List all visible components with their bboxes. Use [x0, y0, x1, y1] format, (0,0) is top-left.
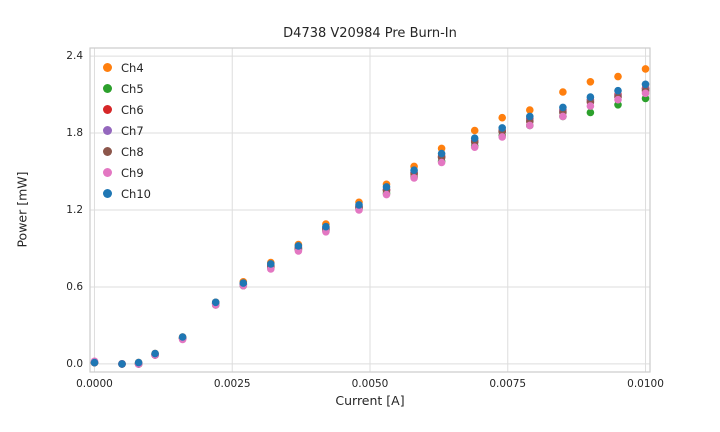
data-point-ch10 [294, 242, 303, 250]
legend-label: Ch10 [121, 186, 151, 201]
data-point-ch10 [410, 166, 418, 174]
data-point-ch4 [614, 72, 622, 81]
y-tick-label: 2.4 [66, 50, 83, 63]
data-point-ch9 [470, 143, 479, 151]
data-point-ch4 [498, 113, 507, 122]
data-point-ch9 [410, 174, 418, 182]
legend-marker-icon [103, 168, 112, 177]
legend-marker-icon [103, 126, 112, 135]
y-tick-label: 1.8 [66, 127, 83, 140]
x-tick-label: 0.0000 [76, 378, 113, 390]
legend-item-ch5: Ch5 [97, 78, 151, 99]
legend-item-ch7: Ch7 [97, 120, 151, 141]
data-point-ch10 [322, 222, 330, 231]
legend-label: Ch8 [121, 144, 144, 159]
x-tick-label: 0.0075 [489, 378, 527, 390]
x-axis-label: Current [A] [335, 393, 405, 408]
data-point-ch10 [134, 358, 143, 367]
legend-item-ch4: Ch4 [97, 57, 151, 78]
legend-label: Ch5 [121, 81, 144, 96]
data-point-ch10 [90, 358, 99, 367]
legend-label: Ch7 [121, 123, 144, 138]
data-point-ch10 [267, 260, 275, 268]
data-point-ch9 [498, 133, 507, 141]
legend-marker-icon [103, 105, 112, 114]
y-tick-label: 0.0 [66, 357, 83, 370]
data-point-ch10 [239, 279, 248, 287]
data-point-ch10 [151, 349, 159, 358]
data-point-ch9 [559, 112, 567, 121]
data-point-ch9 [437, 158, 446, 167]
data-point-ch10 [559, 103, 567, 112]
data-point-ch10 [437, 149, 446, 158]
legend-marker-icon [103, 63, 112, 72]
data-point-ch10 [118, 360, 126, 368]
data-point-ch10 [355, 201, 363, 209]
legend-marker-icon [103, 189, 112, 198]
data-point-ch4 [559, 88, 567, 96]
data-point-ch10 [586, 93, 595, 101]
y-tick-label: 1.2 [66, 204, 83, 216]
legend-item-ch8: Ch8 [97, 141, 151, 162]
data-point-ch9 [526, 121, 534, 130]
legend-label: Ch6 [121, 102, 144, 117]
legend-marker-icon [103, 84, 112, 93]
data-point-ch10 [178, 333, 187, 341]
data-point-ch9 [641, 89, 650, 98]
data-point-ch4 [641, 65, 650, 73]
data-point-ch4 [437, 144, 446, 153]
y-tick-label: 0.6 [66, 280, 83, 293]
data-point-ch9 [614, 95, 622, 104]
chart-legend: Ch4 Ch5 Ch6 Ch7 Ch8 Ch9 Ch10 [97, 57, 151, 204]
data-point-ch10 [382, 183, 391, 191]
data-point-ch9 [382, 190, 391, 199]
legend-item-ch10: Ch10 [97, 183, 151, 204]
data-point-ch10 [641, 80, 650, 89]
x-tick-label: 0.0050 [351, 378, 389, 390]
data-point-ch4 [470, 126, 479, 135]
data-point-ch4 [526, 106, 534, 114]
data-point-ch10 [211, 298, 220, 307]
axes-frame [89, 47, 651, 373]
data-point-ch9 [586, 102, 595, 110]
data-point-ch10 [470, 134, 479, 142]
data-point-ch10 [526, 112, 534, 121]
chart-title: D4738 V20984 Pre Burn-In [283, 26, 457, 41]
legend-item-ch6: Ch6 [97, 99, 151, 120]
data-point-ch4 [586, 78, 595, 86]
legend-marker-icon [103, 147, 112, 156]
legend-item-ch9: Ch9 [97, 162, 151, 183]
legend-label: Ch9 [121, 165, 144, 180]
data-point-ch10 [498, 124, 507, 132]
x-tick-label: 0.0100 [627, 378, 664, 390]
x-tick-label: 0.0025 [213, 378, 251, 390]
legend-label: Ch4 [121, 60, 144, 75]
data-point-ch10 [614, 86, 622, 95]
data-point-ch5 [586, 108, 595, 117]
